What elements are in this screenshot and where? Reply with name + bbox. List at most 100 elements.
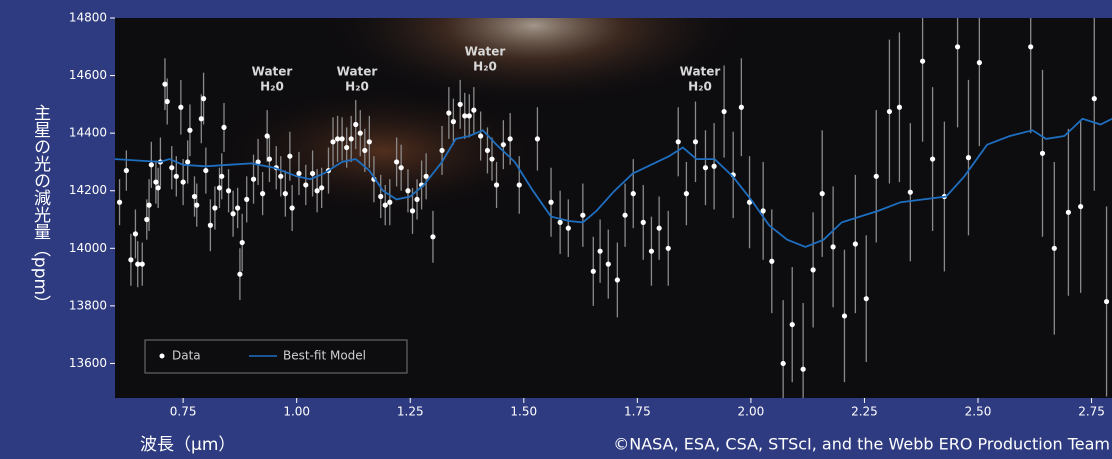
data-point [251, 177, 256, 182]
data-point [319, 185, 324, 190]
x-tick-label: 2.50 [965, 405, 992, 419]
data-point [212, 205, 217, 210]
data-point [591, 269, 596, 274]
credit: ©NASA, ESA, CSA, STScI, and the Webb ERO… [613, 435, 1110, 454]
data-point [203, 168, 208, 173]
data-point [478, 133, 483, 138]
data-point [221, 125, 226, 130]
data-point [920, 59, 925, 64]
legend-marker [160, 354, 165, 359]
data-point [462, 113, 467, 118]
data-point [966, 155, 971, 160]
data-point [124, 168, 129, 173]
data-point [451, 119, 456, 124]
data-point [153, 179, 158, 184]
x-axis-label: 波長（μm） [140, 435, 235, 455]
data-point [230, 211, 235, 216]
data-point [641, 220, 646, 225]
x-tick-label: 2.25 [851, 405, 878, 419]
data-point [192, 194, 197, 199]
legend-label: Data [172, 349, 201, 363]
data-point [439, 148, 444, 153]
data-point [622, 213, 627, 218]
data-point [217, 185, 222, 190]
annotation: Water [252, 65, 293, 79]
annotation: H₂0 [260, 80, 284, 94]
data-point [566, 226, 571, 231]
legend-label: Best-fit Model [283, 349, 366, 363]
data-point [820, 191, 825, 196]
data-point [657, 226, 662, 231]
y-tick-label: 13800 [69, 298, 107, 312]
annotation: Water [680, 65, 721, 79]
data-point [378, 194, 383, 199]
data-point [349, 136, 354, 141]
data-point [394, 159, 399, 164]
data-point [485, 148, 490, 153]
data-point [219, 174, 224, 179]
data-point [467, 113, 472, 118]
annotation: H₂0 [688, 80, 712, 94]
data-point [237, 272, 242, 277]
data-point [367, 139, 372, 144]
chart: 主星の光の減光量（ppm） 波長（μm） ©NASA, ESA, CSA, ST… [0, 0, 1112, 459]
data-point [208, 223, 213, 228]
data-point [1092, 96, 1097, 101]
data-point [666, 246, 671, 251]
data-point [535, 136, 540, 141]
data-point [169, 165, 174, 170]
data-point [178, 105, 183, 110]
data-point [1052, 246, 1057, 251]
x-tick-label: 0.75 [170, 405, 197, 419]
x-tick-label: 1.75 [624, 405, 651, 419]
data-point [133, 231, 138, 236]
data-point [831, 244, 836, 249]
data-point [955, 44, 960, 49]
data-point [874, 174, 879, 179]
data-point [712, 164, 717, 169]
data-point [458, 102, 463, 107]
x-tick-label: 1.50 [510, 405, 537, 419]
data-point [811, 267, 816, 272]
data-point [977, 60, 982, 65]
data-point [240, 240, 245, 245]
data-point [303, 182, 308, 187]
data-point [194, 203, 199, 208]
data-point [260, 191, 265, 196]
data-point [769, 259, 774, 264]
annotation: Water [337, 65, 378, 79]
data-point [649, 249, 654, 254]
data-point [283, 191, 288, 196]
data-point [790, 322, 795, 327]
data-point [278, 174, 283, 179]
data-point [405, 188, 410, 193]
data-point [703, 165, 708, 170]
data-point [548, 200, 553, 205]
data-point [146, 203, 151, 208]
x-tick-label: 1.25 [397, 405, 424, 419]
data-point [676, 139, 681, 144]
data-point [128, 257, 133, 262]
data-point [517, 182, 522, 187]
data-point [162, 82, 167, 87]
data-point [387, 200, 392, 205]
data-point [1028, 44, 1033, 49]
data-point [144, 217, 149, 222]
data-point [722, 109, 727, 114]
data-point [887, 109, 892, 114]
data-point [615, 277, 620, 282]
data-point [842, 313, 847, 318]
data-point [508, 136, 513, 141]
data-point [185, 159, 190, 164]
data-point [864, 296, 869, 301]
data-point [446, 110, 451, 115]
data-point [335, 136, 340, 141]
data-point [693, 139, 698, 144]
data-point [1104, 299, 1109, 304]
y-tick-label: 13600 [69, 356, 107, 370]
y-tick-label: 14000 [69, 241, 107, 255]
y-tick-label: 14200 [69, 183, 107, 197]
y-tick-label: 14600 [69, 68, 107, 82]
data-point [181, 179, 186, 184]
y-tick-label: 14800 [69, 11, 107, 25]
